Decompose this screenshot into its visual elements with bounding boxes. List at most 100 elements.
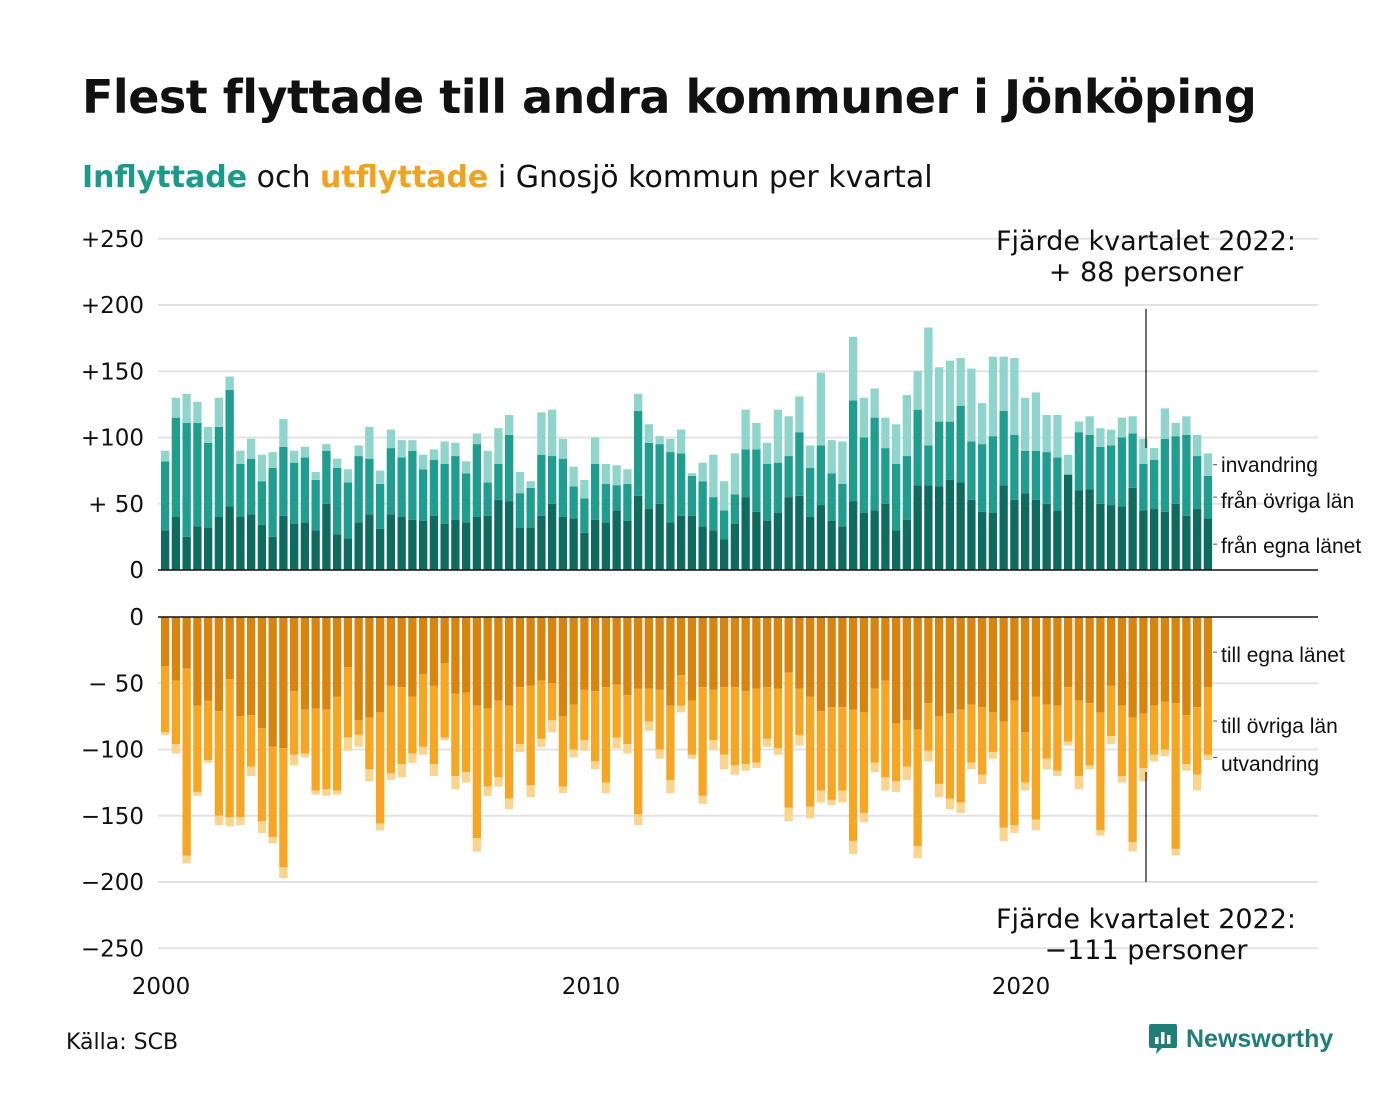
bar-out-own (419, 617, 428, 674)
bar-out-emigration (161, 732, 170, 735)
bar-in-own (655, 503, 664, 570)
bar-out-own (171, 617, 181, 681)
bar-in-own (913, 485, 922, 570)
bar-in-other (1010, 434, 1019, 500)
bar-out-emigration (1128, 842, 1137, 852)
bar-in-own (859, 513, 869, 570)
bar-in-other (752, 449, 761, 512)
bar-in-other (730, 494, 740, 524)
bar-in-other (214, 426, 224, 517)
subtitle-rest: i Gnosjö kommun per kvartal (497, 160, 933, 195)
bar-in-immigration (1182, 416, 1191, 435)
bar-in-other (225, 389, 234, 507)
bar-out-other (171, 680, 181, 745)
bar-in-other (945, 421, 955, 480)
bar-in-other (376, 483, 385, 529)
bar-in-other (999, 411, 1008, 486)
bar-out-emigration (505, 798, 514, 810)
bar-in-other (687, 475, 697, 516)
bar-in-other (1085, 434, 1094, 490)
bar-in-immigration (913, 371, 922, 410)
bar-in-own (333, 534, 342, 570)
bar-out-emigration (1064, 741, 1073, 746)
bar-out-own (515, 617, 525, 688)
bar-in-own (967, 499, 976, 570)
bar-in-other (1021, 450, 1030, 494)
bar-in-other (1160, 438, 1170, 512)
y-tick-label: −200 (81, 870, 144, 896)
bar-out-own (1031, 617, 1041, 697)
bar-out-other (784, 672, 793, 808)
bar-out-emigration (1117, 776, 1127, 783)
source-note: Källa: SCB (66, 1030, 179, 1055)
y-tick-label: 0 (129, 558, 144, 584)
bar-out-emigration (634, 814, 643, 826)
bar-out-other (838, 707, 847, 791)
bar-in-immigration (193, 401, 202, 423)
bar-in-immigration (1171, 422, 1180, 437)
x-tick-label: 2000 (132, 974, 191, 1000)
migration-chart: +250 +200 +150 +100 + 50 0 0 − 50 −100 −150 −200 −2… (81, 226, 1361, 1000)
bar-out-other (945, 713, 955, 799)
bar-out-own (193, 617, 202, 706)
bar-in-own (999, 485, 1008, 570)
annotation-top-line1: Fjärde kvartalet 2022: (996, 226, 1296, 257)
bar-in-other (408, 450, 417, 520)
bar-in-other (892, 464, 901, 531)
bar-out-own (623, 617, 632, 696)
bar-out-other (322, 709, 331, 790)
y-tick-label: +150 (81, 359, 144, 385)
bar-in-immigration (623, 469, 632, 484)
bar-out-own (720, 617, 729, 688)
bar-in-own (537, 515, 546, 570)
bar-in-immigration (1193, 434, 1202, 457)
bar-in-immigration (472, 433, 482, 445)
bar-out-emigration (268, 836, 277, 844)
bar-out-own (333, 617, 342, 697)
bar-out-emigration (709, 740, 718, 750)
bar-out-emigration (483, 786, 492, 796)
bar-out-own (1064, 617, 1073, 688)
bar-in-other (300, 457, 310, 523)
bar-out-other (763, 687, 772, 739)
bar-in-own (827, 520, 836, 570)
bar-in-immigration (806, 445, 815, 468)
bar-out-emigration (623, 744, 632, 754)
bar-out-own (161, 617, 170, 667)
bar-out-other (591, 691, 600, 762)
bar-out-emigration (838, 790, 847, 803)
bar-in-other (859, 437, 869, 514)
bar-out-other (300, 709, 310, 754)
bar-out-other (677, 675, 686, 706)
bar-in-immigration (279, 418, 288, 447)
bar-out-emigration (225, 817, 234, 827)
bar-in-own (171, 517, 181, 570)
bar-in-own (881, 503, 890, 570)
bar-out-emigration (419, 746, 428, 755)
brand[interactable]: Newsworthy (1148, 1022, 1333, 1056)
bar-out-emigration (397, 764, 406, 778)
bar-out-other (1074, 700, 1084, 776)
bar-out-emigration (1010, 825, 1019, 833)
bar-in-other (698, 481, 707, 527)
bar-in-immigration (720, 481, 729, 511)
bar-in-other (494, 464, 503, 500)
bar-in-immigration (1203, 453, 1213, 476)
bar-in-other (655, 444, 664, 504)
bar-in-immigration (440, 441, 449, 464)
bar-out-own (795, 617, 804, 689)
bar-out-other (494, 700, 503, 778)
bar-in-own (623, 520, 632, 570)
bar-out-own (236, 617, 245, 717)
bar-in-immigration (580, 479, 589, 499)
bar-out-own (290, 617, 299, 692)
bar-out-other (1021, 732, 1030, 783)
bar-out-other (999, 721, 1008, 828)
bar-in-other (333, 467, 342, 535)
bar-out-own (924, 617, 933, 704)
bar-in-other (515, 493, 525, 528)
bar-in-other (967, 441, 976, 500)
bar-in-other (849, 400, 858, 502)
bar-out-emigration (408, 753, 417, 763)
bar-out-own (311, 617, 320, 709)
